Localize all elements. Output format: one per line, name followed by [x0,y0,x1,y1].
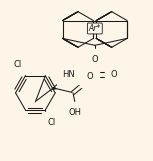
Text: HN: HN [62,70,75,79]
Text: Cl: Cl [13,60,22,69]
Text: Ar*: Ar* [89,24,101,33]
FancyBboxPatch shape [87,23,102,34]
Text: O: O [91,55,98,64]
Text: O: O [87,72,93,81]
Text: OH: OH [69,108,82,117]
Text: Cl: Cl [47,118,56,127]
Text: O: O [111,70,117,79]
